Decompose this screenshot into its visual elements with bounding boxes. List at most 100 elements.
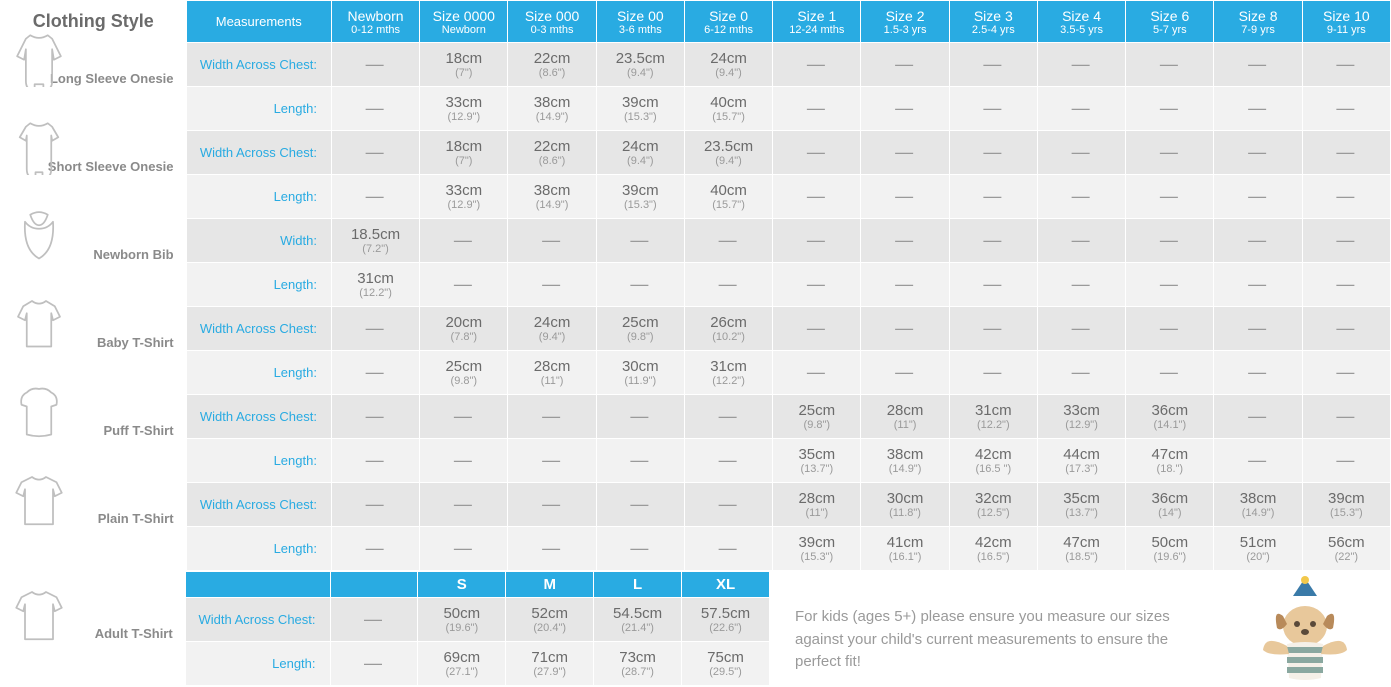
value-cell: 44cm(17.3"): [1037, 439, 1125, 483]
dash-value: —: [983, 54, 1003, 74]
value-cell: —: [420, 527, 508, 571]
dash-value: —: [1072, 98, 1092, 118]
size-name: Size 4: [1038, 8, 1125, 24]
value-cell: —: [773, 263, 861, 307]
value-cell: —: [420, 219, 508, 263]
dash-value: —: [1336, 450, 1356, 470]
value-cm: 18cm: [420, 50, 507, 67]
value-inches: (29.5"): [682, 666, 769, 678]
dash-value: —: [1336, 406, 1356, 426]
dash-value: —: [983, 318, 1003, 338]
value-inches: (20.4"): [506, 622, 593, 634]
table-row: Newborn BibWidth:18.5cm(7.2")———————————: [1, 219, 1391, 263]
value-cell: 40cm(15.7"): [684, 175, 772, 219]
dash-value: —: [366, 98, 386, 118]
value-inches: (9.4"): [508, 331, 595, 343]
value-cell: —: [331, 175, 419, 219]
value-inches: (8.6"): [508, 67, 595, 79]
value-cell: —: [1126, 307, 1214, 351]
value-cell: —: [1214, 131, 1302, 175]
value-cell: 42cm(16.5 "): [949, 439, 1037, 483]
value-cell: 26cm(10.2"): [684, 307, 772, 351]
value-cm: 52cm: [506, 605, 593, 622]
table-row: Puff T-ShirtWidth Across Chest:—————25cm…: [1, 395, 1391, 439]
value-cell: —: [596, 483, 684, 527]
measurement-label: Width:: [186, 219, 331, 263]
value-cell: 50cm(19.6"): [418, 598, 506, 642]
value-cell: 56cm(22"): [1302, 527, 1390, 571]
value-cell: —: [773, 131, 861, 175]
dash-value: —: [366, 142, 386, 162]
value-cell: —: [331, 87, 419, 131]
value-cell: —: [773, 307, 861, 351]
table-row: Plain T-ShirtWidth Across Chest:—————28c…: [1, 483, 1391, 527]
value-inches: (19.6"): [1126, 551, 1213, 563]
value-inches: (9.4"): [597, 155, 684, 167]
value-cm: 31cm: [332, 270, 419, 287]
value-cell: —: [949, 87, 1037, 131]
value-inches: (13.7"): [1038, 507, 1125, 519]
value-cm: 39cm: [597, 182, 684, 199]
header-size-0: Newborn0-12 mths: [331, 1, 419, 43]
value-cell: —: [331, 483, 419, 527]
value-cell: —: [861, 131, 949, 175]
value-inches: (19.6"): [418, 622, 505, 634]
value-cell: —: [861, 87, 949, 131]
dash-value: —: [895, 186, 915, 206]
header-size-6: Size 21.5-3 yrs: [861, 1, 949, 43]
value-cell: —: [1037, 87, 1125, 131]
value-cell: —: [949, 219, 1037, 263]
value-cell: 39cm(15.3"): [773, 527, 861, 571]
dash-value: —: [1248, 54, 1268, 74]
value-cm: 40cm: [685, 94, 772, 111]
table-row: Short Sleeve OnesieWidth Across Chest:—1…: [1, 131, 1391, 175]
style-label-cell: Puff T-Shirt: [1, 395, 187, 439]
value-cell: —: [861, 307, 949, 351]
measurement-label: Width Across Chest:: [186, 43, 331, 87]
style-name: Plain T-Shirt: [98, 511, 174, 526]
value-cell: —: [1214, 87, 1302, 131]
value-cell: —: [1037, 307, 1125, 351]
value-cm: 38cm: [508, 182, 595, 199]
value-cell: 35cm(13.7"): [773, 439, 861, 483]
value-cell: —: [508, 219, 596, 263]
value-cell: 24cm(9.4"): [684, 43, 772, 87]
dash-value: —: [1160, 318, 1180, 338]
value-cm: 35cm: [1038, 490, 1125, 507]
value-inches: (14.9"): [508, 199, 595, 211]
value-cell: —: [1214, 263, 1302, 307]
adult-size-header-L: L: [594, 572, 682, 598]
measurement-label: Length:: [186, 439, 331, 483]
adult-size-header-S: S: [418, 572, 506, 598]
value-cell: —: [331, 131, 419, 175]
value-cell: —: [949, 131, 1037, 175]
measurement-label: Width Across Chest:: [185, 598, 330, 642]
value-inches: (18.5"): [1038, 551, 1125, 563]
dash-value: —: [983, 230, 1003, 250]
value-cell: 33cm(12.9"): [420, 175, 508, 219]
dash-value: —: [1248, 98, 1268, 118]
value-cell: —: [949, 43, 1037, 87]
value-cell: —: [1037, 175, 1125, 219]
value-inches: (17.3"): [1038, 463, 1125, 475]
dash-value: —: [1072, 54, 1092, 74]
dash-value: —: [1072, 274, 1092, 294]
dash-value: —: [895, 318, 915, 338]
value-cell: 73cm(28.7"): [594, 642, 682, 686]
value-cell: —: [1126, 87, 1214, 131]
value-cell: 25cm(9.8"): [596, 307, 684, 351]
measurement-label: Length:: [186, 527, 331, 571]
dash-value: —: [366, 186, 386, 206]
value-cm: 71cm: [506, 649, 593, 666]
value-cell: —: [861, 175, 949, 219]
header-size-3: Size 003-6 mths: [596, 1, 684, 43]
value-inches: (15.7"): [685, 111, 772, 123]
value-cell: —: [596, 395, 684, 439]
size-range: 7-9 yrs: [1214, 24, 1301, 36]
style-label-cell: [1, 527, 187, 571]
table-row: Adult T-ShirtWidth Across Chest:—50cm(19…: [1, 598, 770, 642]
dash-value: —: [719, 450, 739, 470]
dash-value: —: [983, 362, 1003, 382]
value-inches: (11"): [508, 375, 595, 387]
value-cell: —: [684, 527, 772, 571]
